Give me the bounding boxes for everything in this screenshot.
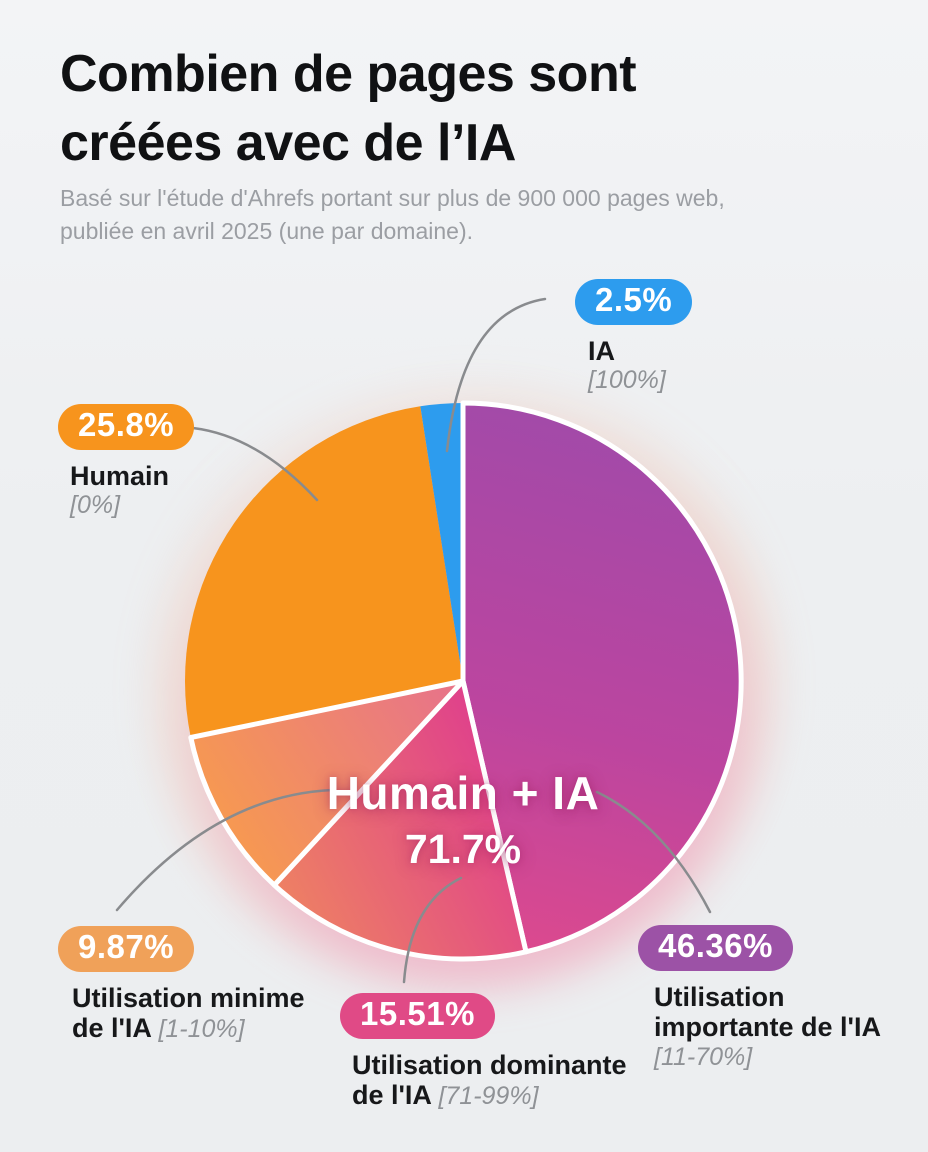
callout-ia-label: IA bbox=[588, 335, 615, 366]
pie-slice-utilisation-importante bbox=[460, 400, 744, 955]
pie-center-value: 71.7% bbox=[404, 826, 522, 872]
title-line-1: Combien de pages sont bbox=[60, 45, 637, 103]
callout-humain-label: Humain bbox=[70, 460, 170, 491]
value-badge-humain: 25.8% bbox=[58, 404, 195, 450]
callout-minime-range: [1-10%] bbox=[158, 1015, 245, 1044]
pie-slice-utilisation-dominante bbox=[271, 678, 529, 962]
connector-ia bbox=[445, 297, 547, 453]
callout-dominante-label-line1: Utilisation dominante bbox=[352, 1049, 627, 1080]
connector-minime bbox=[115, 788, 335, 912]
callout-dominante-label-line2: de l'IA bbox=[352, 1080, 431, 1111]
connector-humain bbox=[191, 426, 319, 502]
value-badge-minime: 9.87% bbox=[58, 926, 195, 972]
callout-importante-range: [11-70%] bbox=[654, 1043, 753, 1072]
callout-dominante-range: [71-99%] bbox=[438, 1082, 539, 1111]
value-badge-ia: 2.5% bbox=[575, 279, 693, 325]
callout-ia: 2.5% IA [100%] bbox=[575, 279, 693, 395]
pie-slice-utilisation-minime bbox=[188, 678, 466, 888]
callout-humain: 25.8% Humain [0%] bbox=[58, 404, 195, 520]
callout-minime-label-line2: de l'IA bbox=[72, 1013, 151, 1044]
callout-minime: 9.87% Utilisation minime de l'IA [1-10%] bbox=[58, 926, 305, 1044]
pie-center-label: Humain + IA bbox=[326, 767, 600, 819]
subtitle-line-1: Basé sur l'étude d'Ahrefs portant sur pl… bbox=[60, 185, 725, 211]
page-title: Combien de pages sont créées avec de l’I… bbox=[60, 40, 637, 177]
callout-importante-label-line1: Utilisation bbox=[654, 981, 785, 1012]
title-line-2: créées avec de l’IA bbox=[60, 113, 516, 172]
connector-importante bbox=[595, 790, 712, 914]
value-badge-dominante: 15.51% bbox=[340, 993, 495, 1039]
callout-ia-range: [100%] bbox=[588, 366, 666, 395]
connector-dominante bbox=[402, 876, 463, 984]
callout-importante: 46.36% Utilisation importante de l'IA [1… bbox=[638, 925, 881, 1072]
pie-slice-ia bbox=[420, 403, 463, 681]
pie-slice-humain bbox=[184, 406, 463, 738]
page-subtitle: Basé sur l'étude d'Ahrefs portant sur pl… bbox=[60, 182, 725, 247]
value-badge-importante: 46.36% bbox=[638, 925, 793, 971]
callout-humain-range: [0%] bbox=[70, 491, 121, 520]
callout-dominante: 15.51% Utilisation dominante de l'IA [71… bbox=[340, 993, 627, 1111]
subtitle-line-2: publiée en avril 2025 (une par domaine). bbox=[60, 217, 473, 244]
callout-importante-label-line2: importante de l'IA bbox=[654, 1012, 881, 1043]
callout-minime-label-line1: Utilisation minime bbox=[72, 982, 305, 1013]
